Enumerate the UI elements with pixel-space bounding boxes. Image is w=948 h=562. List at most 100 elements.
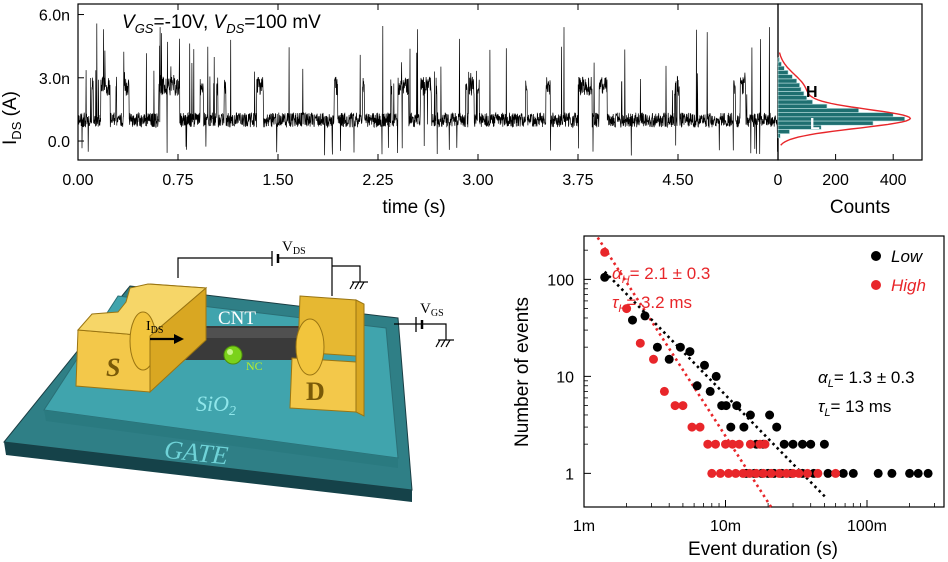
high-data-point	[678, 401, 688, 411]
histogram-x-axis-label: Counts	[830, 197, 890, 218]
histogram-bar	[777, 91, 805, 97]
low-data-point	[628, 315, 637, 325]
histogram-bar	[777, 78, 798, 84]
histogram-bar	[777, 57, 780, 63]
high-data-point	[703, 439, 713, 449]
trace-x-tick-label: 3.75	[562, 172, 593, 189]
sio2-label: SiO2	[196, 391, 236, 419]
trace-x-tick-label: 1.50	[262, 172, 293, 189]
ground-icon	[349, 281, 368, 290]
low-data-point	[705, 386, 715, 396]
alpha-high-annotation: αH= 2.1 ± 0.3	[612, 264, 710, 286]
scatter-y-tick-label: 10	[556, 369, 574, 386]
scatter-y-tick-label: 1	[565, 466, 574, 483]
nanocrystal-highlight	[227, 349, 233, 355]
device-schematic: VDS VGS CNT S IDS D	[3, 239, 454, 502]
scatter-x-tick-label: 10m	[710, 518, 741, 535]
histogram-bar	[777, 86, 802, 92]
scatter-x-tick-label: 100m	[847, 518, 887, 535]
scatter-x-axis-label: Event duration (s)	[688, 539, 838, 560]
high-level-label: H	[806, 84, 818, 101]
high-data-point	[731, 468, 741, 478]
histogram-bar	[777, 65, 785, 71]
low-data-point	[692, 381, 702, 391]
legend-low-marker	[871, 251, 881, 261]
trace-y-tick-label: 0.0	[48, 134, 70, 151]
drain-cylinder	[295, 318, 325, 376]
histogram-bar	[777, 95, 808, 101]
bias-annotation: VGS=-10V, VDS=100 mV	[122, 12, 321, 36]
low-data-point	[732, 401, 742, 411]
tau-high-annotation: τH= 3.2 ms	[612, 293, 692, 315]
high-data-point	[734, 439, 744, 449]
high-data-point	[711, 439, 720, 449]
trace-x-tick-label: 0.75	[162, 172, 193, 189]
low-data-point	[819, 439, 829, 449]
high-data-point	[751, 468, 761, 478]
low-level-label: L	[810, 116, 820, 133]
scatter-fit-lines	[596, 236, 828, 508]
low-data-point	[721, 401, 731, 411]
high-data-point	[831, 468, 841, 478]
nanotube-highlight	[164, 328, 314, 338]
low-data-point	[772, 422, 782, 432]
low-data-point	[798, 439, 807, 449]
nc-label: NC	[246, 359, 263, 373]
vgs-ground-wire	[422, 323, 447, 340]
current-arrow-icon	[174, 334, 184, 344]
drain-side	[355, 299, 365, 417]
low-data-point	[806, 439, 816, 449]
scatter-y-tick-label: 100	[547, 272, 574, 289]
histogram-bar	[777, 82, 800, 88]
vds-label: VDS	[282, 239, 306, 257]
scatter-panel: 1m 10m 100m 1 10 100 Low High αH= 2.1 ± 0.3 τ…	[512, 235, 945, 560]
trace-y-ticks: 0.0 3.0n 6.0n	[39, 8, 84, 151]
histogram-fit-curve	[778, 52, 912, 146]
scatter-points	[600, 247, 933, 478]
low-data-point	[887, 468, 897, 478]
legend-high-label: High	[891, 276, 926, 295]
gate-label: GATE	[163, 435, 230, 471]
low-data-point	[726, 422, 736, 432]
low-data-point	[923, 468, 933, 478]
low-data-point	[779, 439, 789, 449]
low-data-point	[711, 371, 721, 381]
histogram-bar	[777, 70, 789, 75]
low-data-point	[905, 468, 915, 478]
low-data-point	[685, 347, 695, 357]
vgs-label: VGS	[420, 301, 444, 319]
high-data-point	[721, 439, 730, 449]
gate-front-face	[4, 442, 412, 502]
high-data-point	[760, 439, 770, 449]
trace-x-tick-label: 0.00	[62, 172, 93, 189]
scatter-y-axis-label: Number of events	[512, 297, 533, 447]
trace-panel: 0.00 0.75 1.50 2.25 3.00 3.75 4.50 0.0 3.0n 6.0n…	[0, 3, 779, 218]
histogram-bar	[777, 112, 894, 118]
trace-x-tick-label: 4.50	[662, 172, 693, 189]
histogram-bar	[777, 116, 906, 122]
histogram-bar	[777, 103, 828, 109]
high-data-point	[738, 468, 748, 478]
low-data-point	[652, 342, 662, 352]
low-data-point	[664, 354, 674, 364]
high-data-point	[794, 468, 804, 478]
high-data-point	[635, 338, 645, 348]
histogram-x-tick-label: 0	[774, 172, 783, 189]
vds-wire-right	[278, 257, 333, 296]
trace-x-ticks: 0.00 0.75 1.50 2.25 3.00 3.75 4.50	[62, 4, 694, 189]
tau-low-annotation: τL= 13 ms	[818, 397, 891, 419]
high-data-point	[715, 468, 725, 478]
histogram-x-ticks: 0 200 400	[774, 154, 907, 189]
high-data-point	[687, 422, 697, 432]
current-trace-line	[77, 23, 779, 156]
high-data-point	[758, 468, 768, 478]
high-data-point	[813, 468, 823, 478]
high-data-point	[649, 354, 658, 364]
high-data-point	[622, 304, 632, 314]
drain-label: D	[306, 377, 325, 406]
histogram-bars	[777, 57, 906, 139]
low-data-point	[675, 342, 685, 352]
scatter-frame	[583, 235, 945, 508]
high-data-point	[803, 468, 812, 478]
low-data-point	[838, 468, 848, 478]
